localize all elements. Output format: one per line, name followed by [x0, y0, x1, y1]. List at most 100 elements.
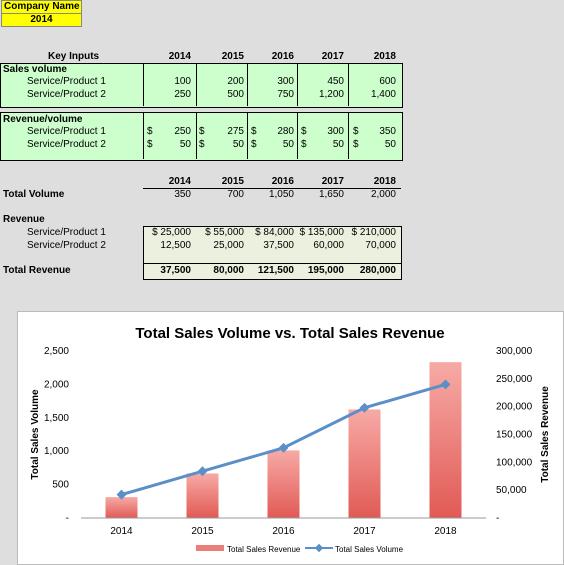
- x-tick-label: 2016: [272, 526, 295, 537]
- year-header: 2016: [271, 176, 294, 187]
- revenue-cell: $ 84,000: [255, 227, 294, 238]
- revenue-cell: 60,000: [313, 240, 344, 251]
- input-cell[interactable]: 100: [174, 76, 191, 87]
- input-cell[interactable]: 50: [384, 139, 396, 150]
- x-tick-label: 2018: [434, 526, 457, 537]
- total-revenue-cell: 195,000: [307, 265, 344, 276]
- legend-volume-marker: [314, 543, 324, 553]
- revenue-cell: 70,000: [365, 240, 396, 251]
- year-header: 2017: [321, 176, 344, 187]
- revenue-block: [143, 226, 402, 280]
- year-header: 2015: [221, 51, 244, 62]
- x-tick-label: 2014: [110, 526, 133, 537]
- row-label: Service/Product 2: [27, 139, 106, 150]
- company-name-cell[interactable]: Company Name: [1, 0, 82, 14]
- revenue-bar: [105, 497, 138, 518]
- total-volume-cell: 1,050: [268, 189, 294, 200]
- total-volume-label: Total Volume: [3, 189, 65, 200]
- input-cell[interactable]: 200: [227, 76, 244, 87]
- x-tick-label: 2015: [191, 526, 214, 537]
- revenue-cell: $ 25,000: [152, 227, 191, 238]
- row-label: Service/Product 1: [27, 126, 106, 137]
- y-tick-label: 1,000: [44, 446, 69, 457]
- sales-volume-label: Sales volume: [3, 64, 67, 75]
- currency-symbol: $: [251, 139, 257, 150]
- revenue-bar: [186, 473, 219, 518]
- volume-point: [197, 466, 208, 477]
- year-cell[interactable]: 2014: [1, 13, 82, 27]
- revenue-bar: [267, 450, 300, 518]
- year-header: 2018: [373, 176, 396, 187]
- y-axis-label: Total Sales Volume: [30, 389, 41, 480]
- revenue-bar: [348, 409, 381, 518]
- currency-symbol: $: [199, 126, 205, 137]
- y2-tick-label: 150,000: [496, 430, 533, 441]
- input-cell[interactable]: 50: [179, 139, 191, 150]
- input-cell[interactable]: 50: [332, 139, 344, 150]
- column-divider: [297, 112, 298, 159]
- input-cell[interactable]: 600: [379, 76, 396, 87]
- column-divider: [143, 112, 144, 159]
- currency-symbol: $: [301, 126, 307, 137]
- y2-axis-label: Total Sales Revenue: [540, 386, 551, 483]
- input-cell[interactable]: 250: [174, 89, 191, 100]
- y-tick-label: 500: [52, 480, 69, 491]
- y2-tick-label: 100,000: [496, 457, 533, 468]
- y2-tick-label: 200,000: [496, 402, 533, 413]
- currency-symbol: $: [301, 139, 307, 150]
- year-header: 2015: [221, 176, 244, 187]
- row-label: Service/Product 2: [27, 89, 106, 100]
- revenue-volume-label: Revenue/volume: [3, 114, 83, 125]
- column-divider: [247, 112, 248, 159]
- column-divider: [348, 63, 349, 106]
- input-cell[interactable]: 500: [227, 89, 244, 100]
- input-cell[interactable]: 280: [277, 126, 294, 137]
- revenue-cell: $ 135,000: [299, 227, 345, 238]
- year-header: 2018: [373, 51, 396, 62]
- currency-symbol: $: [147, 126, 153, 137]
- input-cell[interactable]: 275: [227, 126, 244, 137]
- sales-volume-block: [0, 63, 403, 108]
- revenue-cell: 37,500: [263, 240, 294, 251]
- chart-svg: Total Sales Volume vs. Total Sales Reven…: [30, 325, 551, 554]
- legend-volume-label: Total Sales Volume: [335, 545, 404, 554]
- row-label: Service/Product 1: [27, 76, 106, 87]
- y-tick-label: 2,000: [44, 379, 69, 390]
- y-tick-label: 1,500: [44, 413, 69, 424]
- total-volume-cell: 1,650: [318, 189, 344, 200]
- year-header: 2017: [321, 51, 344, 62]
- row-label: Service/Product 1: [27, 227, 106, 238]
- revenue-cell: 25,000: [213, 240, 244, 251]
- input-cell[interactable]: 350: [379, 126, 396, 137]
- revenue-cell: $ 210,000: [351, 227, 397, 238]
- column-divider: [196, 112, 197, 159]
- total-revenue-cell: 80,000: [213, 265, 244, 276]
- y-tick-label: -: [66, 513, 69, 524]
- column-divider: [143, 63, 144, 106]
- input-cell[interactable]: 300: [327, 126, 344, 137]
- input-cell[interactable]: 750: [277, 89, 294, 100]
- column-divider: [348, 112, 349, 159]
- input-cell[interactable]: 450: [327, 76, 344, 87]
- x-tick-label: 2017: [353, 526, 376, 537]
- revenue-volume-block: [0, 112, 403, 161]
- input-cell[interactable]: 1,400: [370, 89, 396, 100]
- chart[interactable]: Total Sales Volume vs. Total Sales Reven…: [17, 311, 564, 565]
- input-cell[interactable]: 1,200: [318, 89, 344, 100]
- input-cell[interactable]: 50: [282, 139, 294, 150]
- legend-revenue-swatch: [196, 545, 224, 551]
- column-divider: [297, 63, 298, 106]
- input-cell[interactable]: 250: [174, 126, 191, 137]
- year-underline: [143, 188, 401, 189]
- input-cell[interactable]: 50: [232, 139, 244, 150]
- revenue-cell: 12,500: [160, 240, 191, 251]
- total-volume-cell: 350: [174, 189, 191, 200]
- year-header: 2014: [168, 176, 191, 187]
- currency-symbol: $: [251, 126, 257, 137]
- volume-point: [278, 442, 289, 453]
- total-revenue-divider: [143, 263, 401, 264]
- legend-revenue-label: Total Sales Revenue: [227, 545, 301, 554]
- chart-title: Total Sales Volume vs. Total Sales Reven…: [135, 325, 444, 342]
- input-cell[interactable]: 300: [277, 76, 294, 87]
- column-divider: [247, 63, 248, 106]
